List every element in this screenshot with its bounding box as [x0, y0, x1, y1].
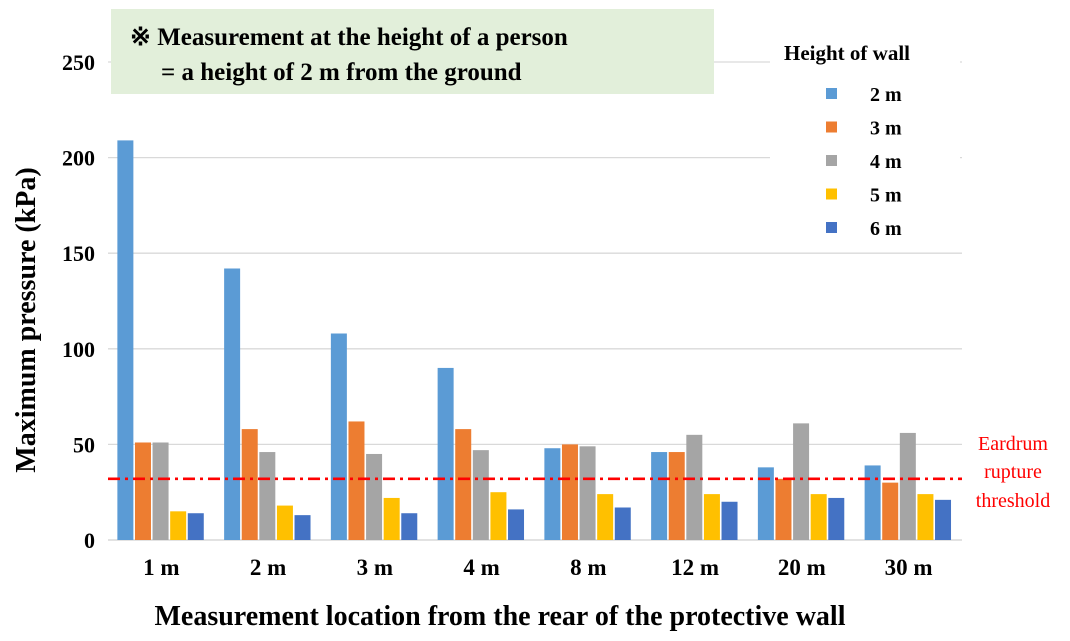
annotation-box: ※ Measurement at the height of a person …	[111, 9, 714, 94]
x-tick-label: 2 m	[250, 555, 286, 580]
bar-12m-wall-6m	[721, 501, 738, 540]
x-tick-label: 12 m	[671, 555, 719, 580]
legend-swatch	[826, 188, 837, 200]
bar-1m-wall-6m	[187, 513, 204, 540]
bar-1m-wall-4m	[152, 442, 169, 540]
y-tick-label: 0	[84, 528, 95, 553]
bar-2m-wall-3m	[241, 429, 258, 540]
bar-30m-wall-4m	[899, 432, 916, 540]
bar-3m-wall-5m	[383, 497, 400, 540]
bar-20m-wall-4m	[793, 423, 810, 540]
y-axis-ticks: 0 50 100 150 200 250	[62, 50, 95, 553]
legend-swatch	[826, 222, 837, 233]
bar-20m-wall-5m	[810, 494, 827, 540]
bar-4m-wall-4m	[472, 450, 489, 540]
bar-3m-wall-3m	[348, 421, 365, 540]
bar-20m-wall-3m	[775, 478, 792, 540]
annotation-line-2: = a height of 2 m from the ground	[161, 59, 522, 86]
x-tick-label: 1 m	[143, 555, 179, 580]
bar-2m-wall-5m	[276, 505, 293, 540]
legend-background	[770, 36, 960, 246]
bar-4m-wall-5m	[490, 492, 507, 540]
x-axis-title: Measurement location from the rear of th…	[154, 601, 845, 632]
bar-30m-wall-6m	[935, 499, 952, 540]
bar-8m-wall-5m	[597, 494, 614, 540]
bar-2m-wall-2m	[224, 268, 241, 540]
x-tick-label: 3 m	[357, 555, 393, 580]
x-tick-label: 8 m	[570, 555, 606, 580]
bar-3m-wall-4m	[366, 453, 383, 540]
bar-20m-wall-6m	[828, 497, 845, 540]
bar-30m-wall-2m	[864, 465, 881, 540]
annotation-background	[111, 9, 714, 94]
legend-entry: 5 m	[870, 185, 902, 207]
bar-4m-wall-6m	[508, 509, 525, 540]
bar-2m-wall-4m	[259, 452, 276, 540]
threshold-label: Eardrum rupture threshold	[976, 433, 1050, 512]
bar-3m-wall-2m	[330, 333, 347, 540]
legend-swatch	[826, 155, 837, 166]
y-axis-title: Maximum pressure (kPa)	[11, 167, 42, 472]
threshold-label-line-3: threshold	[976, 490, 1050, 512]
bar-4m-wall-3m	[455, 429, 472, 540]
x-tick-label: 4 m	[463, 555, 499, 580]
threshold-label-line-1: Eardrum	[978, 433, 1048, 455]
bar-4m-wall-2m	[437, 367, 454, 540]
y-tick-label: 50	[73, 432, 95, 457]
bar-12m-wall-2m	[651, 452, 668, 540]
bar-8m-wall-4m	[579, 446, 596, 540]
y-tick-label: 250	[62, 50, 95, 75]
legend-title: Height of wall	[784, 41, 910, 65]
annotation-line-1: ※ Measurement at the height of a person	[130, 24, 568, 51]
legend: Height of wall 2 m 3 m 4 m 5 m 6 m	[770, 36, 960, 246]
y-tick-label: 150	[62, 241, 95, 266]
legend-entry: 3 m	[870, 118, 902, 140]
bar-8m-wall-6m	[614, 507, 631, 540]
bar-1m-wall-5m	[170, 511, 187, 540]
legend-entry: 4 m	[870, 151, 902, 173]
legend-entry: 6 m	[870, 218, 902, 240]
y-tick-label: 200	[62, 146, 95, 171]
legend-swatch	[826, 121, 837, 133]
threshold-label-line-2: rupture	[984, 461, 1042, 483]
x-tick-label: 30 m	[885, 555, 933, 580]
bar-8m-wall-2m	[544, 448, 561, 540]
legend-entry: 2 m	[870, 84, 902, 106]
bar-8m-wall-3m	[561, 444, 578, 540]
bars	[117, 140, 952, 540]
bar-30m-wall-5m	[917, 494, 934, 540]
bar-12m-wall-5m	[703, 494, 720, 540]
legend-swatch	[826, 88, 837, 99]
bar-20m-wall-2m	[757, 467, 774, 540]
bar-3m-wall-6m	[401, 513, 418, 540]
x-axis-ticks: 1 m 2 m 3 m 4 m 8 m 12 m 20 m 30 m	[143, 555, 932, 580]
bar-30m-wall-3m	[882, 482, 899, 540]
bar-1m-wall-3m	[134, 442, 151, 540]
bar-12m-wall-4m	[686, 434, 703, 540]
y-tick-label: 100	[62, 337, 95, 362]
bar-12m-wall-3m	[668, 452, 685, 540]
bar-1m-wall-2m	[117, 140, 134, 540]
x-tick-label: 20 m	[778, 555, 826, 580]
bar-2m-wall-6m	[294, 515, 311, 540]
